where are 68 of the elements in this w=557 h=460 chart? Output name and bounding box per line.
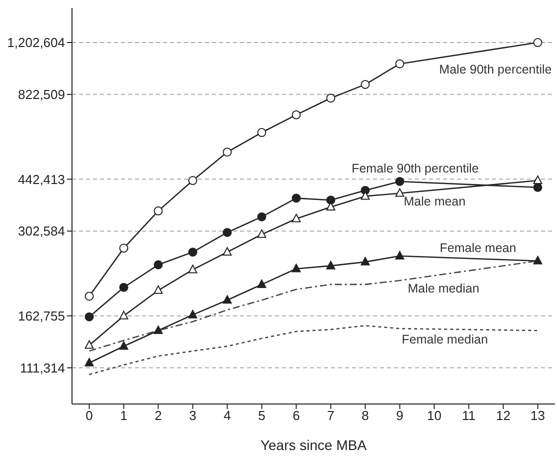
y-tick-label: 442,413 [18, 172, 65, 187]
point [292, 264, 301, 272]
point [84, 358, 94, 366]
point [222, 295, 232, 304]
point [257, 279, 266, 288]
x-tick-label: 1 [120, 408, 128, 424]
point [292, 110, 301, 120]
series-label: Male 90th percentile [439, 62, 552, 77]
point [360, 80, 370, 89]
x-tick-label: 10 [427, 408, 442, 424]
point [154, 260, 163, 270]
point [119, 282, 128, 292]
point [84, 292, 94, 301]
x-tick-label: 9 [396, 408, 404, 424]
x-tick-label: 5 [258, 408, 266, 424]
point [188, 248, 198, 257]
point [119, 341, 128, 350]
point [188, 176, 198, 186]
y-tick-label: 302,584 [18, 224, 65, 239]
point [533, 38, 542, 48]
point [154, 285, 163, 294]
x-tick-label: 3 [189, 408, 196, 424]
point [257, 212, 266, 222]
point [292, 214, 301, 222]
series-label: Male median [408, 282, 480, 296]
point [119, 244, 128, 253]
point [154, 326, 163, 334]
x-tick-label: 4 [224, 408, 231, 424]
point [395, 250, 404, 260]
x-tick-label: 6 [292, 408, 300, 424]
point [395, 176, 404, 186]
series-label: Female 90th percentile [352, 161, 479, 176]
x-tick-label: 12 [496, 408, 510, 424]
x-tick-label: 0 [86, 408, 93, 424]
y-tick-label: 822,509 [18, 87, 65, 102]
point [360, 256, 370, 266]
point [533, 256, 542, 264]
point [84, 312, 94, 322]
point [188, 264, 198, 274]
point [257, 229, 266, 238]
y-tick-label: 1,202,604 [7, 35, 65, 50]
point [326, 260, 336, 270]
point [292, 194, 301, 203]
point [154, 206, 163, 216]
point [84, 340, 94, 349]
series-label: Female mean [440, 240, 516, 255]
y-tick-label: 111,314 [20, 360, 65, 376]
x-tick-label: 7 [327, 408, 334, 424]
point [326, 196, 336, 205]
x-tick-label: 13 [530, 408, 545, 424]
x-axis-title: Years since MBA [260, 437, 368, 453]
point [533, 176, 542, 184]
x-tick-label: 8 [362, 408, 369, 424]
point [222, 148, 232, 157]
point [395, 59, 404, 68]
x-tick-label: 2 [154, 408, 162, 424]
y-tick-label: 162,755 [18, 308, 65, 324]
point [222, 228, 232, 237]
point [257, 128, 266, 138]
point [188, 310, 198, 318]
series-label: Male mean [404, 194, 466, 208]
point [326, 94, 336, 103]
point [222, 247, 232, 256]
series-label: Female median [402, 332, 488, 347]
point [395, 188, 404, 197]
x-tick-label: 11 [462, 408, 476, 424]
line-series [88, 325, 538, 376]
point [119, 310, 128, 320]
